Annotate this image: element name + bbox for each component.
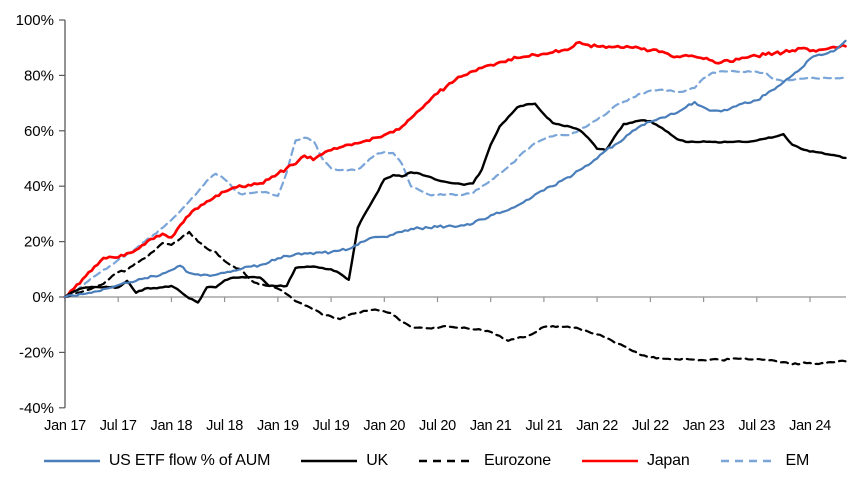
- y-tick-label: 60%: [24, 123, 54, 140]
- legend-item-japan: Japan: [581, 452, 690, 470]
- legend-item-em: EM: [720, 452, 810, 470]
- series-line-uk: [63, 102, 847, 304]
- x-tick-label: Jul 22: [632, 418, 669, 434]
- x-tick-label: Jan 22: [576, 418, 618, 434]
- y-tick-label: 20%: [24, 234, 54, 251]
- legend-label-japan: Japan: [646, 452, 690, 469]
- legend-label-eurozone: Eurozone: [484, 452, 551, 469]
- y-tick-label: -40%: [19, 400, 54, 417]
- legend-swatch-japan-line-icon: [581, 459, 638, 463]
- series-line-japan: [63, 40, 847, 299]
- y-tick-label: 40%: [24, 178, 54, 195]
- x-tick-label: Jan 18: [151, 418, 193, 434]
- legend-item-eurozone: Eurozone: [418, 452, 551, 470]
- x-tick-label: Jan 17: [44, 418, 86, 434]
- x-tick-label: Jan 24: [789, 418, 831, 434]
- x-tick-label: Jan 20: [363, 418, 405, 434]
- legend-swatch-us-etf-flow-of-aum-line-icon: [43, 459, 100, 463]
- x-tick-label: Jan 21: [470, 418, 512, 434]
- x-tick-label: Jul 18: [206, 418, 243, 434]
- y-tick-label: 0%: [32, 289, 54, 306]
- series-line-us-etf-flow-of-aum: [63, 39, 847, 299]
- y-tick-label: 100%: [16, 12, 54, 29]
- legend-swatch-em-line-icon: [720, 459, 777, 463]
- legend-label-uk: UK: [366, 452, 389, 469]
- x-tick-label: Jul 23: [738, 418, 775, 434]
- x-tick-label: Jul 19: [313, 418, 350, 434]
- series-line-eurozone: [63, 230, 847, 366]
- legend-label-us-etf-flow-of-aum: US ETF flow % of AUM: [108, 452, 271, 469]
- y-tick-label: -20%: [19, 344, 54, 361]
- legend-swatch-eurozone-line-icon: [419, 459, 476, 463]
- x-tick-label: Jan 23: [683, 418, 725, 434]
- legend-swatch-uk-line-icon: [301, 459, 358, 463]
- x-tick-label: Jul 20: [419, 418, 456, 434]
- y-tick-label: 80%: [24, 67, 54, 84]
- chart-legend: US ETF flow % of AUM UK Eurozone Japan EM: [0, 452, 852, 470]
- legend-label-em: EM: [785, 452, 810, 469]
- x-tick-label: Jul 21: [525, 418, 562, 434]
- x-tick-label: Jan 19: [257, 418, 299, 434]
- legend-item-uk: UK: [300, 452, 388, 470]
- series-line-em: [63, 69, 847, 299]
- legend-item-us-etf-flow-of-aum: US ETF flow % of AUM: [43, 452, 270, 470]
- x-tick-label: Jul 17: [100, 418, 137, 434]
